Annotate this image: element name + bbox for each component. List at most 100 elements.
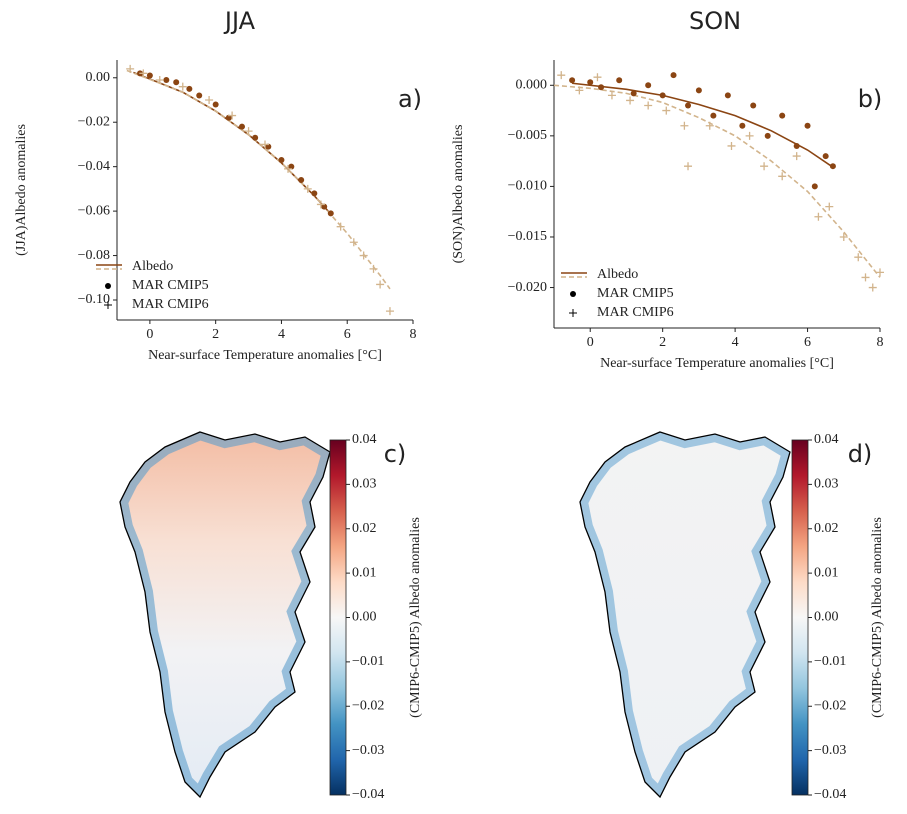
x-tick-label: 4 — [732, 335, 739, 350]
x-axis-label: Near-surface Temperature anomalies [°C] — [148, 348, 382, 363]
point — [284, 164, 293, 173]
point — [155, 76, 164, 84]
legend-label: MAR CMIP5 — [132, 278, 209, 293]
point — [822, 153, 829, 160]
point — [316, 200, 325, 209]
point — [616, 77, 623, 84]
point — [710, 112, 717, 119]
y-tick-label: 0.000 — [516, 78, 548, 93]
colorbar-tick-label: −0.01 — [814, 654, 846, 669]
point — [303, 184, 312, 193]
point — [288, 163, 295, 170]
colorbar-tick-label: −0.03 — [814, 743, 846, 758]
x-tick-label: 8 — [877, 335, 884, 350]
legend-marker — [105, 283, 111, 289]
legend-label: MAR CMIP6 — [132, 297, 209, 312]
colorbar-tick-label: −0.02 — [814, 698, 846, 713]
colorbar-tick-label: −0.02 — [352, 698, 384, 713]
point — [793, 142, 800, 149]
point — [557, 71, 566, 80]
y-tick-label: −0.010 — [508, 179, 547, 194]
colorbar-tick-label: 0.03 — [814, 477, 839, 492]
point — [311, 190, 318, 197]
map — [119, 431, 331, 798]
colorbar-tick-label: 0.01 — [352, 565, 377, 580]
colorbar-tick-label: 0.04 — [814, 432, 839, 447]
panel-label: d) — [848, 440, 873, 468]
point — [593, 73, 602, 82]
point — [829, 163, 836, 170]
colorbar-tick-label: −0.01 — [352, 654, 384, 669]
colorbar-tick-label: 0.04 — [352, 432, 377, 447]
point — [244, 127, 253, 136]
x-tick-label: 4 — [278, 327, 285, 342]
point — [376, 280, 385, 289]
legend-marker — [570, 291, 576, 297]
colorbar-tick-label: 0.00 — [352, 610, 377, 625]
point — [212, 101, 219, 108]
point — [644, 101, 653, 110]
colorbar-tick-label: 0.03 — [352, 477, 377, 492]
map — [579, 431, 791, 798]
x-tick-label: 2 — [659, 335, 666, 350]
point — [750, 102, 757, 109]
legend-marker — [569, 309, 577, 317]
colorbar-tick-label: 0.02 — [814, 521, 839, 536]
y-axis-label: (SON)Albedo anomalies — [451, 125, 466, 264]
point — [825, 202, 834, 211]
legend-label: MAR CMIP5 — [597, 286, 674, 301]
colorbar-tick-label: −0.03 — [352, 743, 384, 758]
colorbar-tick-label: 0.00 — [814, 610, 839, 625]
point — [684, 162, 693, 171]
x-tick-label: 0 — [146, 327, 153, 342]
point — [205, 96, 214, 104]
x-axis-label: Near-surface Temperature anomalies [°C] — [600, 356, 834, 371]
point — [587, 79, 594, 86]
colorbar — [329, 439, 347, 796]
point — [839, 232, 848, 241]
point — [861, 273, 870, 282]
point — [569, 77, 576, 84]
y-tick-label: 0.00 — [86, 70, 111, 85]
point — [680, 121, 689, 130]
point — [685, 102, 692, 109]
y-axis-label: (JJA)Albedo anomalies — [14, 124, 29, 256]
chart-title: JJA — [223, 7, 256, 35]
point — [645, 82, 652, 89]
colorbar — [791, 439, 809, 796]
legend-marker — [104, 301, 112, 309]
panel-label: c) — [384, 440, 407, 468]
point — [868, 283, 877, 292]
point — [225, 114, 232, 121]
point — [662, 106, 671, 115]
point — [575, 86, 584, 95]
point — [327, 210, 334, 217]
point — [238, 123, 245, 130]
point — [228, 111, 237, 120]
y-tick-label: −0.08 — [78, 248, 110, 263]
point — [349, 238, 358, 247]
point — [298, 177, 305, 183]
point — [186, 85, 193, 92]
legend-label: Albedo — [597, 267, 638, 282]
point — [778, 172, 787, 181]
point — [359, 251, 368, 260]
point — [695, 87, 702, 94]
colorbar-tick-label: 0.02 — [352, 521, 377, 536]
y-tick-label: −0.10 — [78, 292, 110, 307]
point — [792, 152, 801, 161]
x-tick-label: 8 — [410, 327, 417, 342]
x-tick-label: 2 — [212, 327, 219, 342]
y-tick-label: −0.02 — [78, 114, 110, 129]
y-tick-label: −0.04 — [78, 159, 110, 174]
point — [727, 141, 736, 150]
legend-label: MAR CMIP6 — [597, 305, 674, 320]
colorbar-label: (CMIP6-CMIP5) Albedo anomalies — [408, 517, 423, 718]
colorbar-tick-label: 0.01 — [814, 565, 839, 580]
point — [146, 72, 153, 79]
fit-line — [126, 69, 391, 290]
colorbar-label: (CMIP6-CMIP5) Albedo anomalies — [870, 517, 885, 718]
fit-line — [553, 84, 881, 278]
point — [598, 84, 605, 91]
point — [385, 307, 394, 316]
